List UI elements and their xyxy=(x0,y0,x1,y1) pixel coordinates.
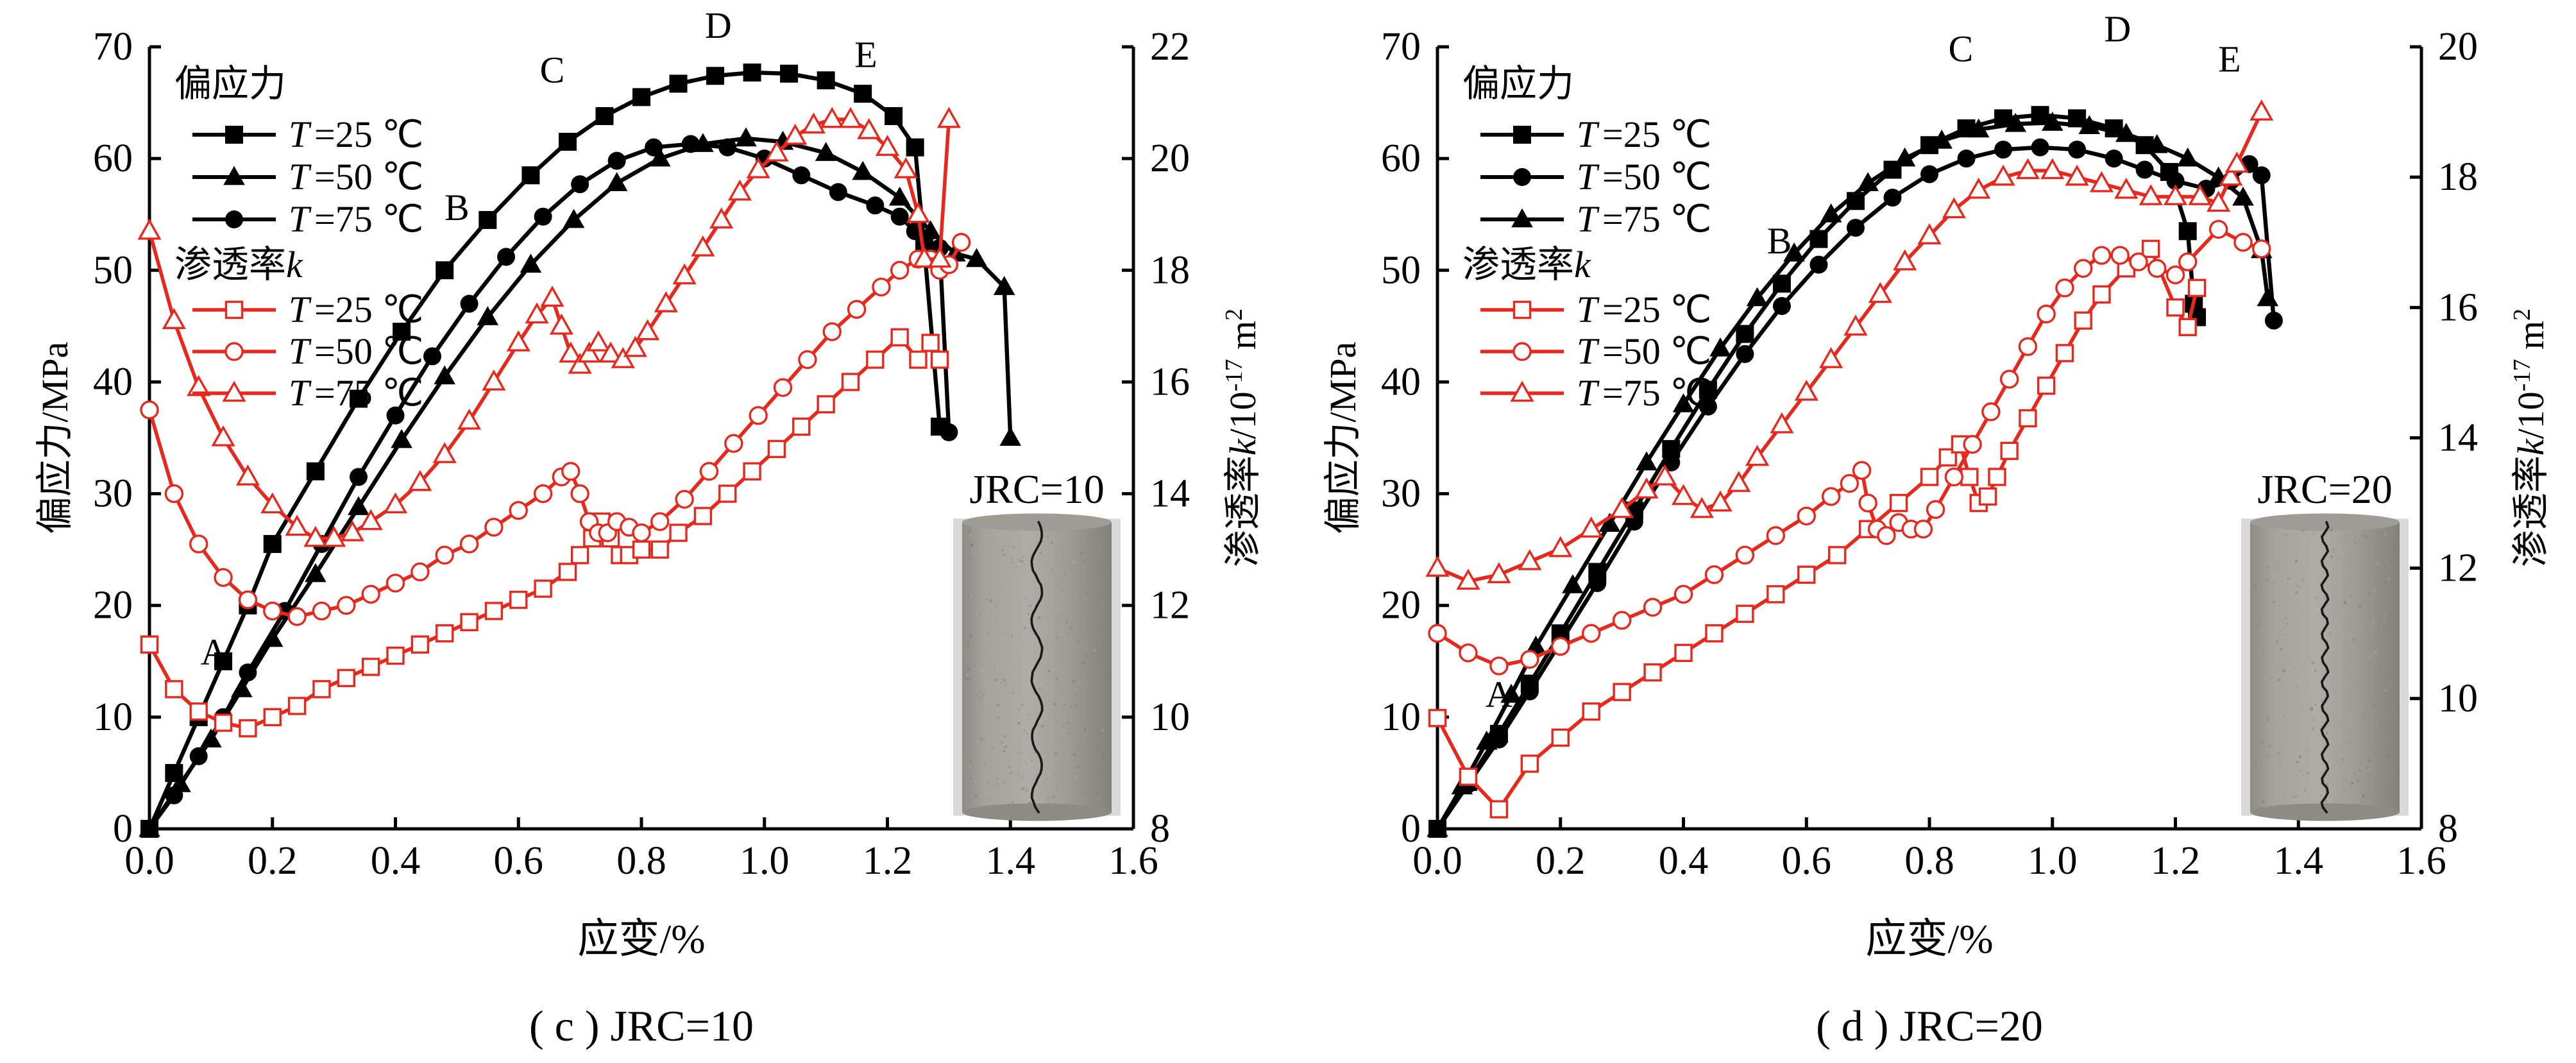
svg-text:12: 12 xyxy=(1150,584,1190,627)
svg-text:10: 10 xyxy=(2438,677,2478,720)
svg-text:70: 70 xyxy=(93,25,133,69)
svg-text:( d ) JRC=20: ( d ) JRC=20 xyxy=(1816,1001,2043,1050)
svg-text:0.4: 0.4 xyxy=(371,839,421,883)
svg-text:1.2: 1.2 xyxy=(863,839,913,883)
svg-text:=75 ℃: =75 ℃ xyxy=(314,372,423,414)
svg-text:10: 10 xyxy=(93,695,133,739)
svg-text:T: T xyxy=(1577,330,1600,372)
svg-text:JRC=10: JRC=10 xyxy=(969,466,1104,512)
svg-text:=75 ℃: =75 ℃ xyxy=(1602,198,1711,240)
svg-text:16: 16 xyxy=(2438,285,2478,329)
svg-text:1.2: 1.2 xyxy=(2151,839,2201,883)
svg-text:10: 10 xyxy=(1381,695,1421,739)
svg-text:T: T xyxy=(289,198,312,240)
svg-text:JRC=20: JRC=20 xyxy=(2257,466,2392,512)
svg-text:22: 22 xyxy=(1150,25,1190,69)
svg-text:T: T xyxy=(1577,198,1600,240)
svg-text:1.6: 1.6 xyxy=(1108,839,1158,883)
svg-text:E: E xyxy=(2218,38,2241,80)
svg-text:50: 50 xyxy=(1381,248,1421,292)
svg-text:T: T xyxy=(289,156,312,198)
svg-text:30: 30 xyxy=(93,472,133,516)
svg-text:T: T xyxy=(289,372,312,414)
svg-text:50: 50 xyxy=(93,248,133,292)
svg-text:0.8: 0.8 xyxy=(616,839,666,883)
svg-text:C: C xyxy=(540,49,565,91)
svg-text:T: T xyxy=(1577,156,1600,198)
svg-text:20: 20 xyxy=(1381,584,1421,627)
svg-text:40: 40 xyxy=(1381,360,1421,404)
svg-text:40: 40 xyxy=(93,360,133,404)
svg-text:60: 60 xyxy=(1381,137,1421,180)
svg-text:20: 20 xyxy=(93,584,133,627)
svg-text:0.6: 0.6 xyxy=(1782,839,1832,883)
svg-text:0.2: 0.2 xyxy=(248,839,298,883)
svg-text:E: E xyxy=(854,33,877,75)
svg-text:0.8: 0.8 xyxy=(1904,839,1954,883)
svg-text:=50 ℃: =50 ℃ xyxy=(1602,330,1711,372)
svg-text:16: 16 xyxy=(1150,360,1190,404)
svg-text:=25 ℃: =25 ℃ xyxy=(1602,114,1711,155)
svg-text:T: T xyxy=(289,330,312,372)
svg-text:30: 30 xyxy=(1381,472,1421,516)
svg-text:=50 ℃: =50 ℃ xyxy=(1602,156,1711,198)
svg-text:=75 ℃: =75 ℃ xyxy=(314,198,423,240)
svg-text:1.0: 1.0 xyxy=(740,839,790,883)
svg-text:渗透率k/10-17 m2: 渗透率k/10-17 m2 xyxy=(2509,309,2552,567)
svg-text:T: T xyxy=(1577,372,1600,414)
svg-text:B: B xyxy=(1767,220,1792,262)
svg-text:18: 18 xyxy=(2438,155,2478,199)
svg-text:渗透率k: 渗透率k xyxy=(1462,244,1591,285)
svg-text:0.6: 0.6 xyxy=(494,839,544,883)
svg-text:A: A xyxy=(1486,674,1513,715)
svg-text:70: 70 xyxy=(1381,25,1421,69)
svg-text:0.0: 0.0 xyxy=(1412,839,1462,883)
svg-text:T: T xyxy=(289,114,312,155)
svg-text:1.4: 1.4 xyxy=(2274,839,2324,883)
svg-text:=50 ℃: =50 ℃ xyxy=(314,156,423,198)
svg-text:20: 20 xyxy=(1150,137,1190,180)
svg-text:渗透率k/10-17 m2: 渗透率k/10-17 m2 xyxy=(1221,309,1264,567)
svg-text:D: D xyxy=(2104,8,2131,49)
svg-text:偏应力/MPa: 偏应力/MPa xyxy=(34,342,76,534)
svg-text:应变/%: 应变/% xyxy=(1865,916,1993,962)
svg-text:14: 14 xyxy=(2438,416,2478,460)
svg-text:0.0: 0.0 xyxy=(124,839,174,883)
svg-text:60: 60 xyxy=(93,137,133,180)
svg-text:( c ) JRC=10: ( c ) JRC=10 xyxy=(529,1001,754,1050)
svg-text:=50 ℃: =50 ℃ xyxy=(314,330,423,372)
svg-text:偏应力/MPa: 偏应力/MPa xyxy=(1322,342,1364,534)
svg-text:T: T xyxy=(289,289,312,330)
svg-text:T: T xyxy=(1577,114,1600,155)
svg-text:=75 ℃: =75 ℃ xyxy=(1602,372,1711,414)
svg-text:A: A xyxy=(201,631,228,673)
svg-text:20: 20 xyxy=(2438,25,2478,69)
svg-text:渗透率k: 渗透率k xyxy=(174,244,303,285)
svg-text:=25 ℃: =25 ℃ xyxy=(1602,289,1711,330)
svg-text:0.2: 0.2 xyxy=(1536,839,1586,883)
svg-text:18: 18 xyxy=(1150,248,1190,292)
svg-text:10: 10 xyxy=(1150,695,1190,739)
svg-text:1.0: 1.0 xyxy=(2028,839,2078,883)
svg-text:D: D xyxy=(705,4,732,46)
svg-text:0.4: 0.4 xyxy=(1659,839,1709,883)
svg-text:B: B xyxy=(445,187,470,228)
svg-text:12: 12 xyxy=(2438,547,2478,590)
svg-text:=25 ℃: =25 ℃ xyxy=(314,289,423,330)
svg-text:1.6: 1.6 xyxy=(2396,839,2446,883)
svg-text:=25 ℃: =25 ℃ xyxy=(314,114,423,155)
svg-text:T: T xyxy=(1577,289,1600,330)
svg-text:偏应力: 偏应力 xyxy=(1462,63,1574,105)
svg-text:C: C xyxy=(1949,28,1974,70)
svg-text:1.4: 1.4 xyxy=(986,839,1036,883)
svg-text:14: 14 xyxy=(1150,472,1190,516)
svg-text:偏应力: 偏应力 xyxy=(174,63,286,105)
svg-text:应变/%: 应变/% xyxy=(577,916,705,962)
